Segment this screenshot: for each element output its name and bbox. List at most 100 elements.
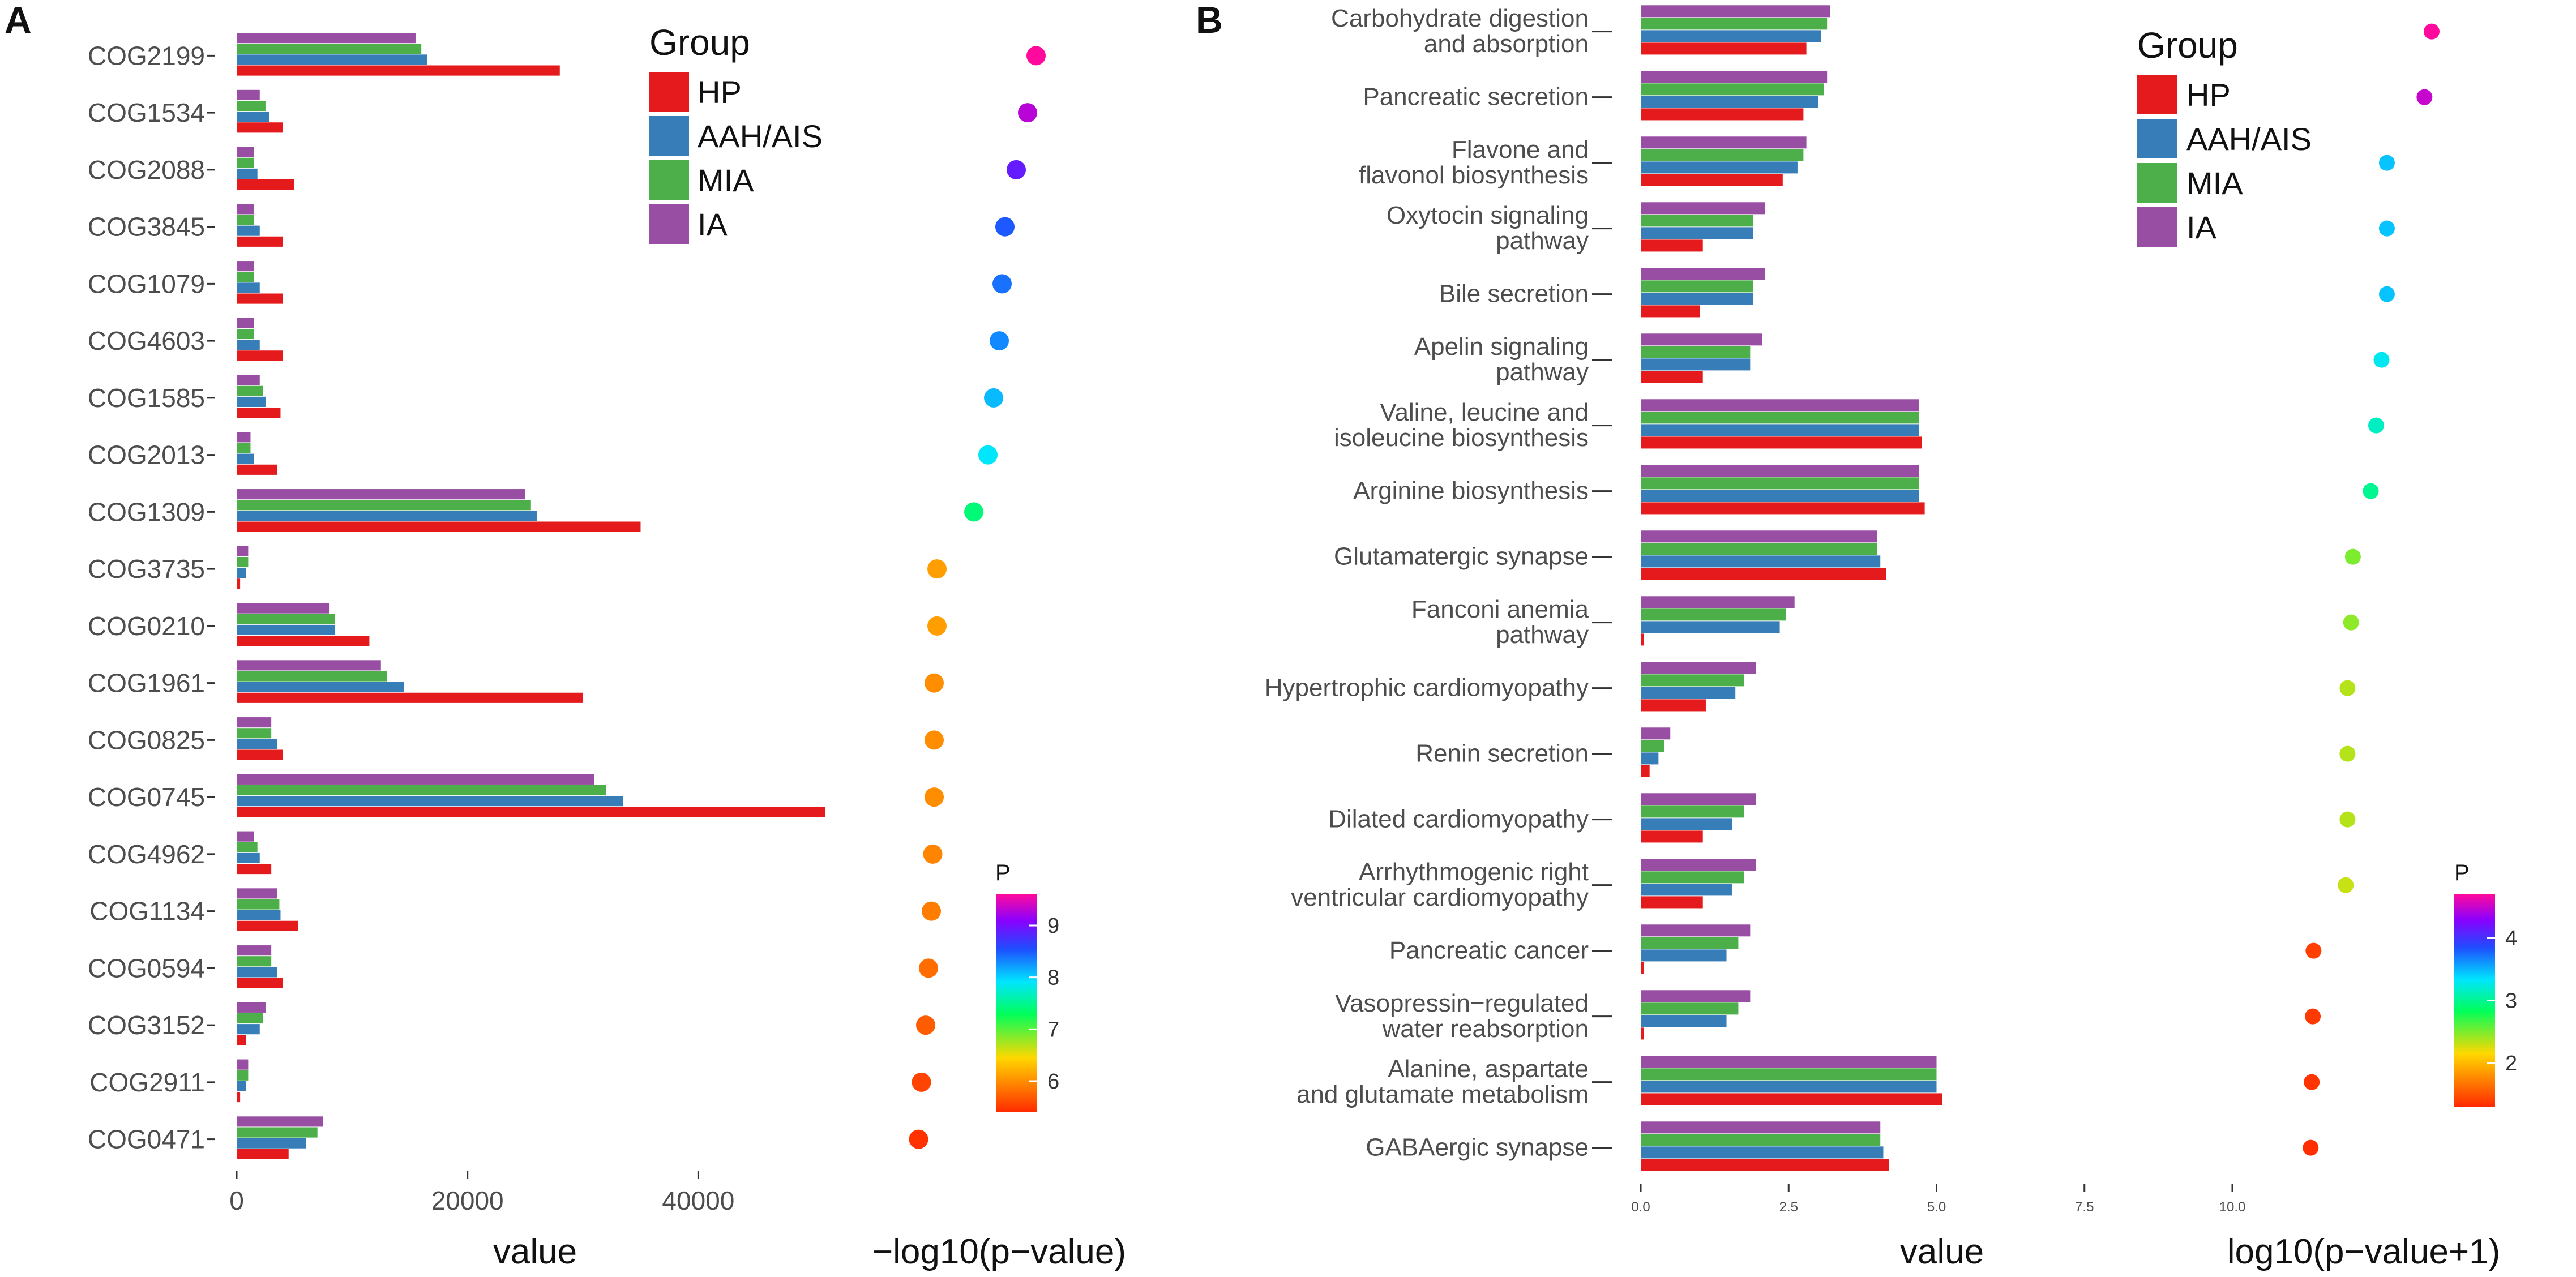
panel-b-category-label: Pancreatic secretion [1363, 83, 1589, 111]
panel-a-bar-ia-6 [237, 375, 260, 385]
panel-b-category-label: Pancreatic cancer [1389, 937, 1589, 965]
panel-b-bar-aah-ais-4 [1641, 293, 1753, 305]
panel-b-bar-ia-6 [1641, 399, 1919, 412]
panel-b-bar-ia-8 [1641, 530, 1877, 543]
panel-a-bar-ia-11 [237, 660, 381, 671]
panel-a-colorbar-title: P [995, 860, 1011, 885]
panel-b-bar-ia-1 [1641, 71, 1828, 83]
panel-b-category-label: Apelin signaling pathway [1414, 333, 1589, 386]
panel-a-bar-aah-ais-9 [237, 568, 246, 578]
panel-b-category-label: Carbohydrate digestion and absorption [1331, 5, 1589, 58]
panel-b-bar-mia-9 [1641, 608, 1786, 621]
panel-b-bar-ia-4 [1641, 268, 1765, 280]
panel-b-bar-ia-3 [1641, 202, 1765, 215]
panel-a-bar-ia-15 [237, 888, 277, 899]
panel-b-bar-hp-1 [1641, 108, 1804, 121]
panel-a-colorbar-tick-label: 7 [1047, 1018, 1059, 1042]
panel-b-dot-1 [2416, 89, 2433, 105]
panel-b-category-label: Bile secretion [1439, 280, 1589, 308]
panel-b-bar-hp-9 [1641, 633, 1644, 646]
panel-a-bar-aah-ais-2 [237, 168, 258, 179]
panel-a-bar-mia-6 [237, 385, 263, 396]
panel-b-bar-hp-16 [1641, 1093, 1942, 1105]
panel-a-bar-mia-12 [237, 728, 272, 739]
panel-b-dot-3 [2378, 220, 2395, 237]
panel-a-category-label: COG0210 [88, 611, 205, 641]
panel-b-bar-hp-0 [1641, 42, 1807, 55]
panel-b-bar-mia-11 [1641, 740, 1664, 752]
panel-a-bar-hp-18 [237, 1091, 241, 1103]
panel-b-bar-aah-ais-11 [1641, 752, 1659, 765]
panel-a-bar-mia-17 [237, 1013, 263, 1024]
panel-a-category-label: COG1534 [88, 98, 205, 127]
panel-a-bar-aah-ais-18 [237, 1081, 246, 1091]
panel-b-bar-hp-14 [1641, 962, 1644, 974]
panel-b-dot-9 [2343, 614, 2359, 631]
panel-a-dot-12 [925, 730, 944, 750]
panel-a-bar-mia-15 [237, 899, 280, 910]
panel-b-bar-ia-10 [1641, 662, 1756, 674]
panel-b-dot-2 [2378, 155, 2395, 171]
panel-a-bar-mia-4 [237, 272, 254, 282]
panel-b-category-label: Glutamatergic synapse [1334, 543, 1589, 571]
panel-b-dot-10 [2339, 680, 2356, 696]
panel-b-bar-aah-ais-7 [1641, 490, 1919, 502]
panel-b-bar-aah-ais-10 [1641, 687, 1736, 699]
panel-a-bar-aah-ais-15 [237, 910, 281, 920]
panel-b-bar-aah-ais-12 [1641, 818, 1732, 830]
panel-a-bar-hp-12 [237, 749, 283, 760]
panel-a-bar-ia-18 [237, 1059, 249, 1070]
panel-a-dot-1 [1018, 103, 1037, 123]
panel-b-bar-mia-2 [1641, 149, 1804, 161]
legend-label-mia: MIA [2186, 165, 2243, 201]
panel-b-bar-mia-6 [1641, 412, 1919, 424]
legend-swatch-ia [649, 204, 689, 244]
panel-a-category-label: COG2013 [88, 440, 205, 470]
panel-b-category-label: Vasopressin−regulated water reabsorption [1335, 989, 1589, 1043]
panel-a-bar-mia-2 [237, 157, 254, 168]
panel-b-bar-mia-13 [1641, 871, 1744, 884]
panel-a-colorbar-tick-label: 8 [1047, 966, 1059, 990]
panel-a-legend-title: Group [649, 22, 750, 63]
panel-b-bar-ia-0 [1641, 5, 1830, 18]
panel-b-dot-16 [2304, 1074, 2320, 1090]
panel-a-letter: A [5, 0, 32, 41]
panel-a-x-tick-label: 40000 [662, 1186, 734, 1215]
panel-b-bar-aah-ais-6 [1641, 424, 1919, 436]
panel-a-bar-aah-ais-6 [237, 396, 266, 407]
panel-a-dot-2 [1007, 160, 1026, 179]
panel-a-bar-mia-11 [237, 671, 387, 682]
panel-a-dot-8 [964, 502, 983, 522]
panel-a-category-label: COG0825 [88, 725, 205, 755]
panel-b-bar-hp-5 [1641, 371, 1703, 383]
panel-b-dot-5 [2373, 352, 2390, 368]
panel-a-bar-ia-8 [237, 489, 525, 500]
panel-a-bar-ia-9 [237, 546, 249, 556]
panel-a-bar-mia-1 [237, 100, 266, 112]
panel-b-bar-aah-ais-9 [1641, 621, 1780, 633]
panel-a-bar-ia-13 [237, 774, 594, 785]
panel-a-bar-ia-0 [237, 33, 416, 44]
panel-a-dot-0 [1026, 46, 1046, 66]
panel-b-bar-ia-7 [1641, 465, 1919, 477]
panel-a-x-tick-label: 20000 [431, 1186, 504, 1215]
panel-b-category-label: Arrhythmogenic right ventricular cardiomy… [1291, 858, 1589, 911]
panel-b-category-label: Oxytocin signaling pathway [1387, 202, 1589, 255]
panel-b-colorbar: P 2 3 4 [2454, 860, 2517, 1107]
panel-a-bar-hp-13 [237, 807, 825, 817]
panel-b-dot-axis-title: log10(p−value+1) [2227, 1232, 2501, 1271]
legend-swatch-ia [2137, 207, 2177, 247]
panel-a-category-label: COG2088 [88, 155, 205, 185]
panel-a-category-label: COG1309 [88, 497, 205, 526]
panel-a-bar-mia-8 [237, 500, 531, 511]
panel-b-category-label: Arginine biosynthesis [1353, 477, 1589, 505]
panel-a-bar-hp-1 [237, 122, 283, 133]
panel-b-colorbar-tick-label: 4 [2505, 927, 2517, 950]
legend-label-mia: MIA [698, 162, 754, 198]
panel-b-bar-mia-5 [1641, 346, 1751, 358]
panel-a-bar-aah-ais-11 [237, 682, 404, 692]
panel-a-bar-hp-0 [237, 65, 560, 76]
panel-b-letter: B [1196, 0, 1223, 41]
panel-b-bar-hp-3 [1641, 239, 1703, 252]
panel-b-bar-mia-10 [1641, 674, 1744, 687]
